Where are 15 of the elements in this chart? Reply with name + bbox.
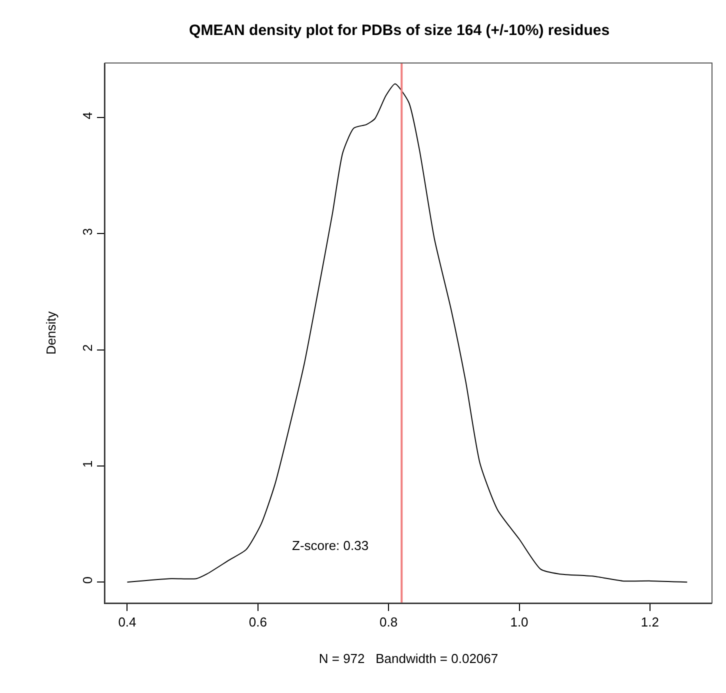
y-axis-title: Density bbox=[44, 310, 59, 355]
x-axis-title: N = 972 Bandwidth = 0.02067 bbox=[318, 651, 498, 666]
y-tick-label: 3 bbox=[80, 228, 95, 236]
x-tick-label: 1.0 bbox=[510, 614, 528, 630]
annotation: Z-score: 0.33 bbox=[292, 538, 369, 553]
y-tick-label: 0 bbox=[80, 576, 95, 584]
chart-title: QMEAN density plot for PDBs of size 164 (+/-10%) residues bbox=[189, 22, 610, 39]
line-series bbox=[126, 83, 688, 583]
x-tick-label: 0.6 bbox=[248, 614, 267, 630]
x-tick-label: 1.2 bbox=[640, 614, 659, 630]
y-tick-label: 4 bbox=[80, 112, 95, 120]
x-tick-label: 0.8 bbox=[380, 614, 398, 630]
y-tick-label: 2 bbox=[80, 344, 95, 352]
x-tick-label: 0.4 bbox=[118, 614, 136, 630]
y-tick-label: 1 bbox=[80, 460, 95, 468]
